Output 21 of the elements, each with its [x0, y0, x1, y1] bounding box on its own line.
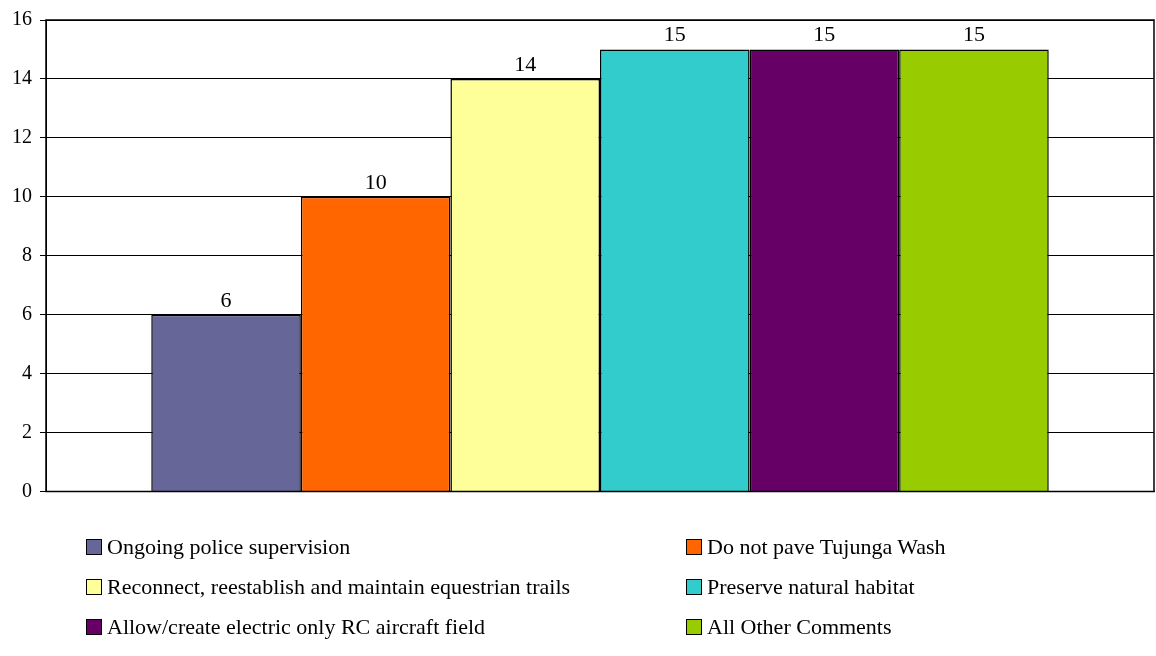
- y-tick-label: 10: [12, 184, 32, 207]
- data-label: 6: [220, 286, 232, 312]
- y-tick-label: 14: [12, 66, 32, 89]
- y-tick-label: 2: [22, 419, 32, 442]
- legend-label: Do not pave Tujunga Wash: [707, 534, 946, 560]
- y-tick-label: 6: [22, 302, 32, 324]
- legend-label: Preserve natural habitat: [707, 574, 915, 600]
- y-tick-label: 0: [22, 478, 32, 501]
- legend-label: All Other Comments: [707, 614, 892, 640]
- legend-label: Reconnect, reestablish and maintain equestrian trails: [107, 574, 571, 600]
- data-label: 14: [514, 50, 537, 76]
- data-label: 10: [364, 168, 387, 194]
- data-label: 15: [663, 21, 686, 47]
- data-label: 15: [962, 21, 985, 47]
- y-tick-label: 16: [12, 7, 32, 30]
- y-tick-label: 8: [22, 243, 32, 266]
- legend-label: Ongoing police supervision: [107, 534, 351, 560]
- data-label: 15: [813, 21, 836, 47]
- y-tick-label: 12: [12, 125, 32, 148]
- y-tick-label: 4: [22, 360, 32, 383]
- legend-label: Allow/create electric only RC aircraft field: [107, 614, 486, 640]
